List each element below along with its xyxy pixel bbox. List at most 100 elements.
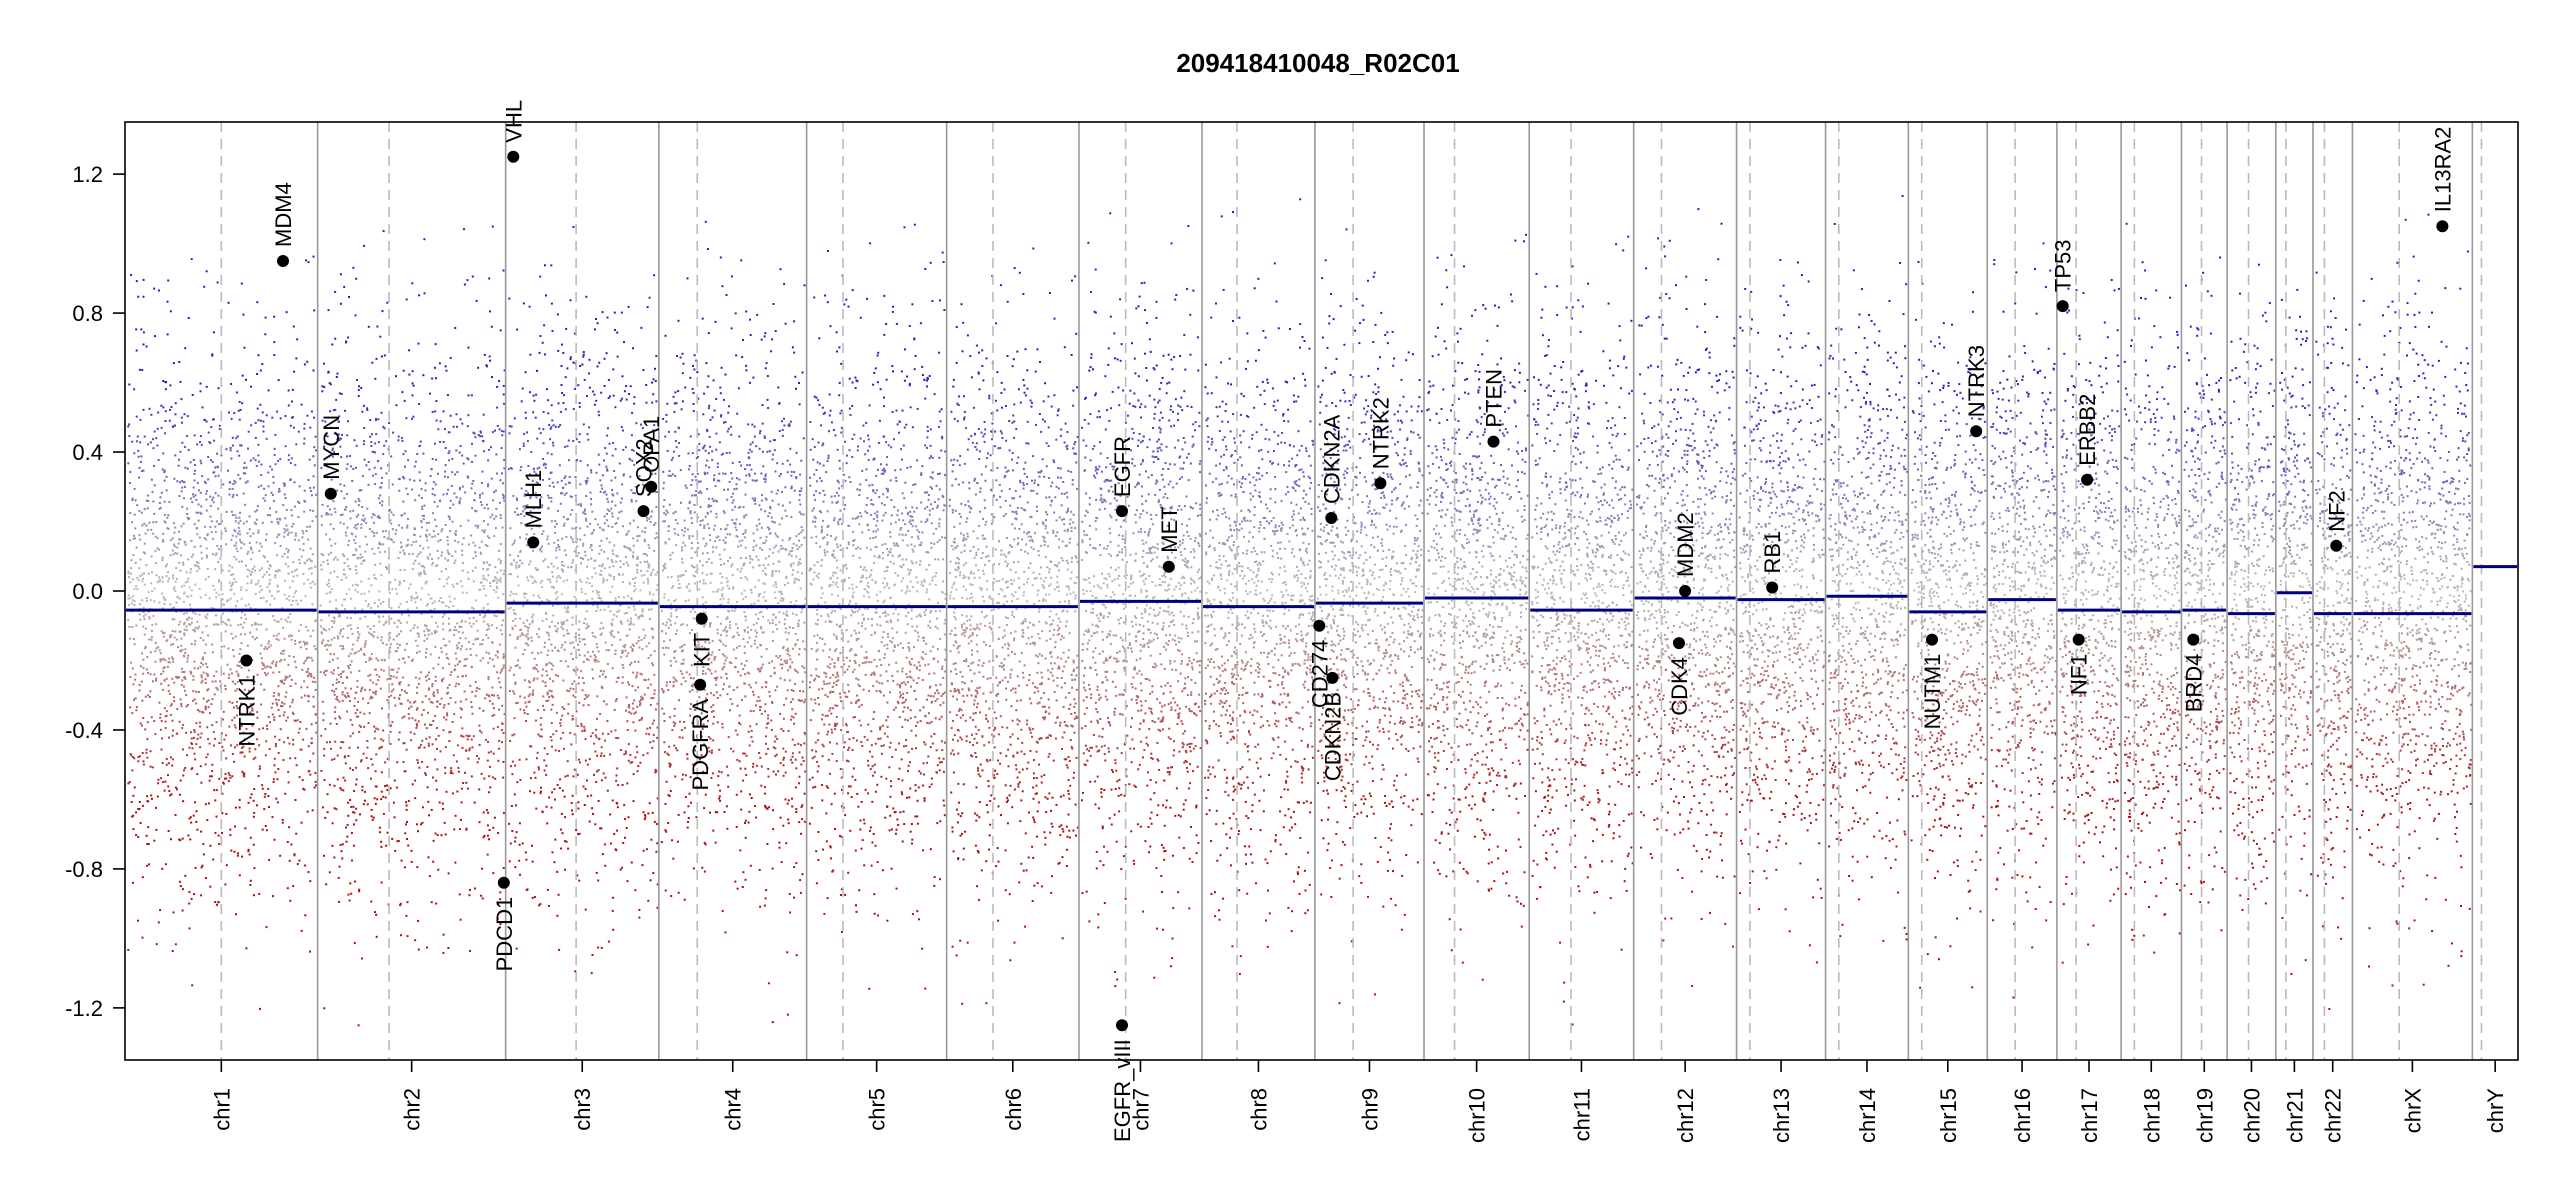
probe-point-2359 <box>406 601 408 603</box>
probe-point-228 <box>163 636 165 638</box>
probe-point-4932 <box>642 369 644 371</box>
probe-point-4159 <box>655 400 657 402</box>
probe-point-686 <box>167 301 169 303</box>
probe-point-2806 <box>348 755 350 757</box>
probe-point-4661 <box>525 417 527 419</box>
probe-point-329 <box>155 661 157 663</box>
probe-point-3649 <box>447 540 449 542</box>
probe-point-1960 <box>450 500 452 502</box>
probe-point-186 <box>206 499 208 501</box>
probe-point-178 <box>273 482 275 484</box>
probe-point-2876 <box>500 629 502 631</box>
probe-point-582 <box>313 309 315 311</box>
probe-point-4554 <box>638 647 640 649</box>
probe-point-1093 <box>164 381 166 383</box>
probe-point-1667 <box>310 657 312 659</box>
probe-point-2444 <box>392 588 394 590</box>
probe-point-1499 <box>283 650 285 652</box>
probe-point-2027 <box>357 584 359 586</box>
probe-point-1855 <box>261 589 263 591</box>
probe-point-1875 <box>428 745 430 747</box>
probe-point-2685 <box>461 709 463 711</box>
probe-point-4844 <box>509 740 511 742</box>
probe-point-1306 <box>225 530 227 532</box>
probe-point-1817 <box>187 578 189 580</box>
probe-point-1326 <box>279 519 281 521</box>
probe-point-1858 <box>304 501 306 503</box>
probe-point-4946 <box>533 679 535 681</box>
probe-point-3646 <box>466 658 468 660</box>
probe-point-2600 <box>398 478 400 480</box>
probe-point-2617 <box>442 667 444 669</box>
probe-point-4018 <box>617 356 619 358</box>
probe-point-4772 <box>563 402 565 404</box>
probe-point-2836 <box>347 802 349 804</box>
probe-point-4023 <box>632 537 634 539</box>
probe-point-344 <box>160 713 162 715</box>
probe-point-4662 <box>638 636 640 638</box>
probe-point-3987 <box>549 626 551 628</box>
probe-point-4903 <box>586 610 588 612</box>
probe-point-4682 <box>613 614 615 616</box>
probe-point-2352 <box>494 430 496 432</box>
probe-point-3117 <box>377 637 379 639</box>
probe-point-1808 <box>197 668 199 670</box>
probe-point-4961 <box>571 496 573 498</box>
probe-point-898 <box>307 668 309 670</box>
probe-point-3800 <box>634 582 636 584</box>
probe-point-538 <box>216 721 218 723</box>
probe-point-430 <box>287 551 289 553</box>
probe-point-4720 <box>604 515 606 517</box>
probe-point-1599 <box>257 454 259 456</box>
probe-point-3518 <box>363 245 365 247</box>
probe-point-2587 <box>378 676 380 678</box>
probe-point-348 <box>243 472 245 474</box>
probe-point-1436 <box>228 677 230 679</box>
probe-point-3284 <box>445 644 447 646</box>
probe-point-3337 <box>435 565 437 567</box>
probe-point-4413 <box>515 593 517 595</box>
probe-point-1399 <box>157 646 159 648</box>
probe-point-3198 <box>404 569 406 571</box>
probe-point-4955 <box>636 564 638 566</box>
probe-point-1228 <box>232 488 234 490</box>
probe-point-4484 <box>513 733 515 735</box>
probe-point-521 <box>192 394 194 396</box>
probe-point-3401 <box>380 603 382 605</box>
probe-point-3041 <box>376 532 378 534</box>
probe-point-15 <box>209 775 211 777</box>
probe-point-4681 <box>598 464 600 466</box>
probe-point-1569 <box>162 452 164 454</box>
probe-point-2115 <box>350 893 352 895</box>
probe-point-4516 <box>648 733 650 735</box>
probe-point-675 <box>167 580 169 582</box>
probe-point-4219 <box>652 723 654 725</box>
probe-point-4563 <box>525 706 527 708</box>
probe-point-1552 <box>225 734 227 736</box>
probe-point-3990 <box>550 644 552 646</box>
probe-point-1099 <box>157 412 159 414</box>
probe-point-3236 <box>347 544 349 546</box>
probe-point-1415 <box>301 822 303 824</box>
probe-point-4506 <box>621 312 623 314</box>
probe-point-3640 <box>456 791 458 793</box>
probe-point-4481 <box>578 759 580 761</box>
probe-point-1497 <box>200 512 202 514</box>
probe-point-1720 <box>287 556 289 558</box>
probe-point-494 <box>181 490 183 492</box>
probe-point-124 <box>182 800 184 802</box>
probe-point-4847 <box>566 690 568 692</box>
probe-point-1313 <box>298 539 300 541</box>
probe-point-4057 <box>564 446 566 448</box>
probe-point-3155 <box>464 691 466 693</box>
probe-point-478 <box>197 512 199 514</box>
probe-point-2411 <box>495 654 497 656</box>
probe-point-1565 <box>228 780 230 782</box>
probe-point-1848 <box>286 311 288 313</box>
probe-point-3299 <box>348 667 350 669</box>
probe-point-2810 <box>383 230 385 232</box>
probe-point-2898 <box>446 712 448 714</box>
probe-point-4951 <box>598 591 600 593</box>
probe-point-309 <box>301 536 303 538</box>
probe-point-1668 <box>289 675 291 677</box>
